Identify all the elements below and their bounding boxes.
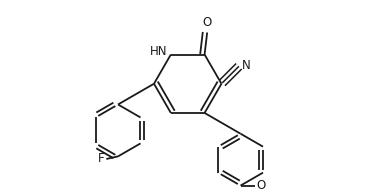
- Text: N: N: [242, 59, 251, 72]
- Text: O: O: [203, 16, 212, 29]
- Text: F: F: [98, 152, 104, 165]
- Text: O: O: [256, 179, 265, 192]
- Text: HN: HN: [149, 45, 167, 58]
